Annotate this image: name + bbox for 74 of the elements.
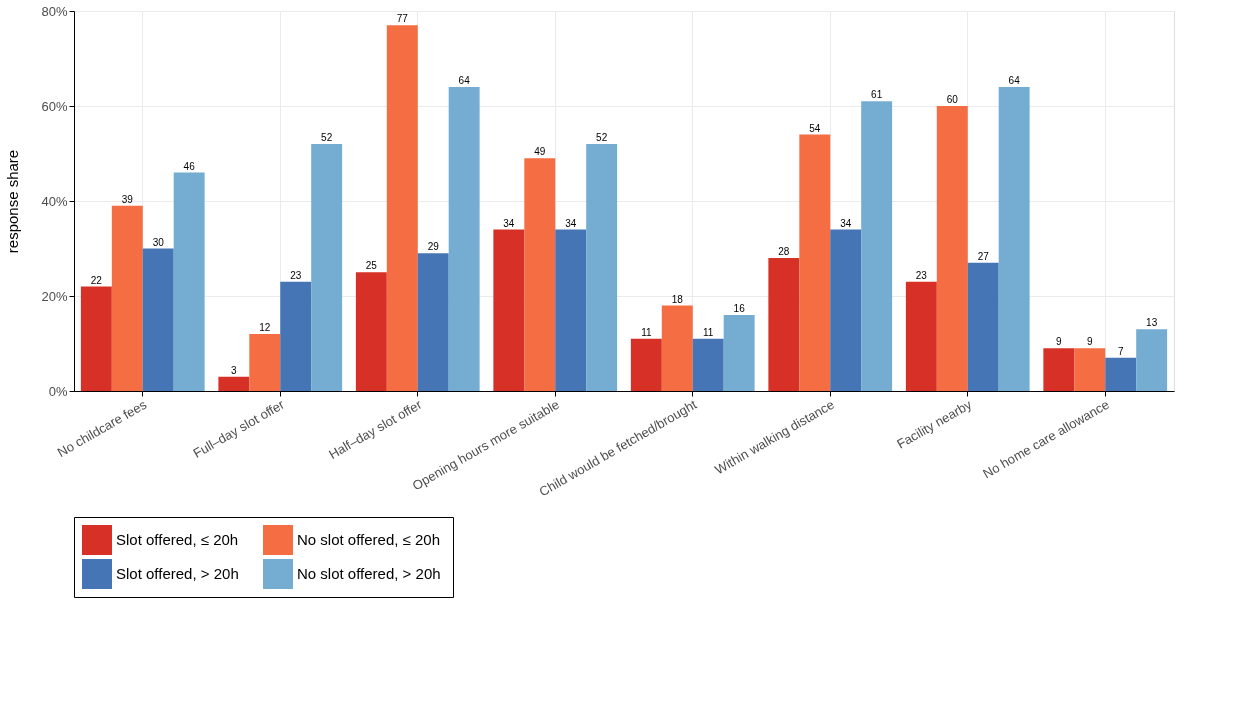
data-label: 28: [778, 246, 790, 257]
data-label: 23: [290, 269, 302, 281]
bar: [1136, 329, 1168, 391]
bar: [386, 25, 418, 391]
bar: [1105, 357, 1137, 391]
data-label: 13: [1146, 317, 1158, 329]
bar: [142, 248, 174, 391]
bar: [80, 286, 112, 391]
data-label: 54: [809, 122, 821, 134]
data-label: 52: [321, 132, 333, 143]
legend-label: Slot offered, > 20h: [116, 565, 239, 582]
y-tick-label: 40%: [41, 193, 68, 209]
bar: [861, 101, 893, 391]
bar: [998, 87, 1030, 391]
data-label: 61: [871, 89, 883, 101]
bar: [249, 334, 281, 391]
data-label: 16: [733, 303, 746, 314]
data-label: 3: [231, 364, 238, 376]
bar: [417, 253, 449, 391]
data-label: 22: [90, 274, 103, 286]
data-label: 23: [915, 269, 928, 281]
data-label: 11: [641, 326, 652, 338]
bar: [905, 281, 937, 391]
data-label: 9: [1087, 336, 1093, 348]
legend-label: Slot offered, ≤ 20h: [116, 531, 239, 548]
data-label: 64: [1008, 75, 1021, 86]
bar: [311, 144, 343, 391]
bar: [493, 229, 525, 391]
data-label: 34: [565, 217, 577, 229]
bar: [448, 87, 480, 391]
bar: [218, 376, 250, 391]
y-tick-label: 80%: [41, 3, 68, 19]
y-tick-label: 60%: [41, 98, 68, 114]
data-label: 11: [703, 326, 714, 338]
bar: [555, 229, 587, 391]
bar: [967, 262, 999, 391]
data-label: 34: [840, 217, 852, 229]
data-label: 60: [946, 94, 959, 105]
bar: [692, 338, 724, 391]
bar: [173, 172, 205, 391]
bar: [799, 134, 831, 391]
bar: [723, 315, 755, 391]
data-label: 7: [1117, 345, 1124, 357]
data-label: 9: [1056, 336, 1063, 348]
bar: [936, 106, 968, 391]
data-label: 27: [977, 250, 990, 262]
bar: [355, 272, 387, 391]
bar: [768, 258, 800, 391]
data-label: 25: [365, 260, 378, 272]
bar: [111, 205, 143, 391]
y-tick-label: 0%: [48, 383, 68, 399]
legend-label: No slot offered, ≤ 20h: [297, 531, 441, 548]
data-label: 30: [152, 236, 165, 248]
data-label: 18: [671, 293, 684, 305]
bar: [1043, 348, 1075, 391]
legend-label: No slot offered, > 20h: [297, 565, 441, 582]
bar: [280, 281, 312, 391]
data-label: 52: [596, 132, 608, 143]
data-label: 77: [396, 13, 409, 25]
data-label: 39: [121, 193, 134, 205]
bar: [1074, 348, 1106, 391]
bar: [524, 158, 556, 391]
data-label: 46: [183, 160, 196, 172]
bar: [630, 338, 662, 391]
data-label: 64: [458, 75, 471, 86]
data-label: 29: [427, 241, 440, 253]
bar: [830, 229, 862, 391]
bar: [586, 144, 618, 391]
data-label: 34: [503, 217, 515, 229]
data-label: 49: [534, 146, 546, 158]
y-axis-title: response share: [4, 149, 22, 254]
data-label: 12: [259, 322, 271, 333]
y-tick-label: 20%: [41, 288, 68, 304]
bar: [661, 305, 693, 391]
